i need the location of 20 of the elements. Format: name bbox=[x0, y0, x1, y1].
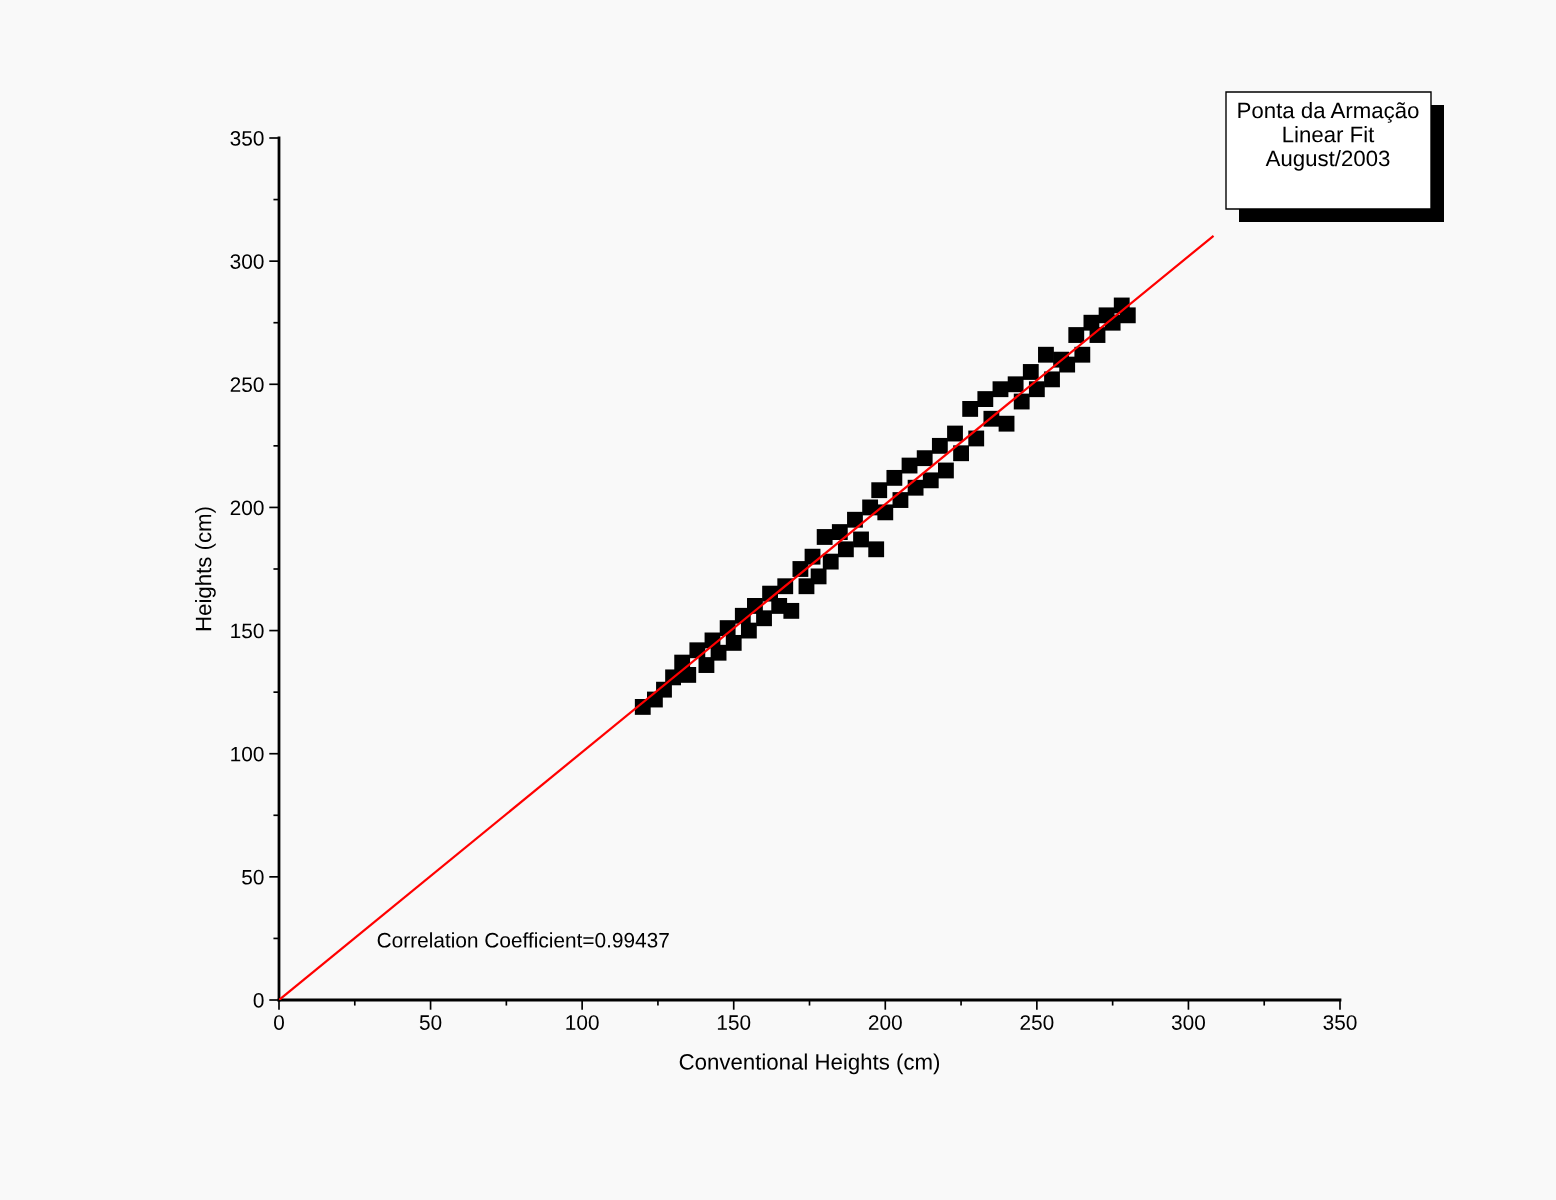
annotation: Ponta da Armação Linear Fit August/2003 bbox=[1238, 102, 1419, 171]
x-tick-label: 100 bbox=[566, 1015, 599, 1030]
y-tick-label: 200 bbox=[230, 500, 264, 516]
x-tick-label: 200 bbox=[868, 1015, 902, 1030]
x-tick-label: 350 bbox=[1323, 1015, 1357, 1030]
y-tick-label: 350 bbox=[230, 131, 264, 146]
y-tick-label: 0 bbox=[253, 993, 264, 1008]
x-tick-label: 50 bbox=[419, 1015, 442, 1030]
y-tick-label: 50 bbox=[242, 869, 264, 885]
x-axis-title: Conventional Heights (cm) bbox=[679, 1053, 940, 1075]
x-tick-label: 250 bbox=[1020, 1015, 1054, 1030]
y-tick-label: 100 bbox=[231, 746, 264, 762]
x-tick-label: 150 bbox=[717, 1015, 751, 1030]
x-tick-label: 0 bbox=[274, 1015, 284, 1030]
y-tick-label: 150 bbox=[231, 623, 264, 639]
y-tick-label: 300 bbox=[230, 254, 264, 269]
x-tick-label: 300 bbox=[1171, 1015, 1205, 1030]
y-axis-title: Heights (cm) bbox=[195, 507, 216, 631]
y-tick-label: 250 bbox=[230, 377, 264, 393]
annotation: Correlation Coefficient=0.99437 bbox=[377, 932, 669, 948]
